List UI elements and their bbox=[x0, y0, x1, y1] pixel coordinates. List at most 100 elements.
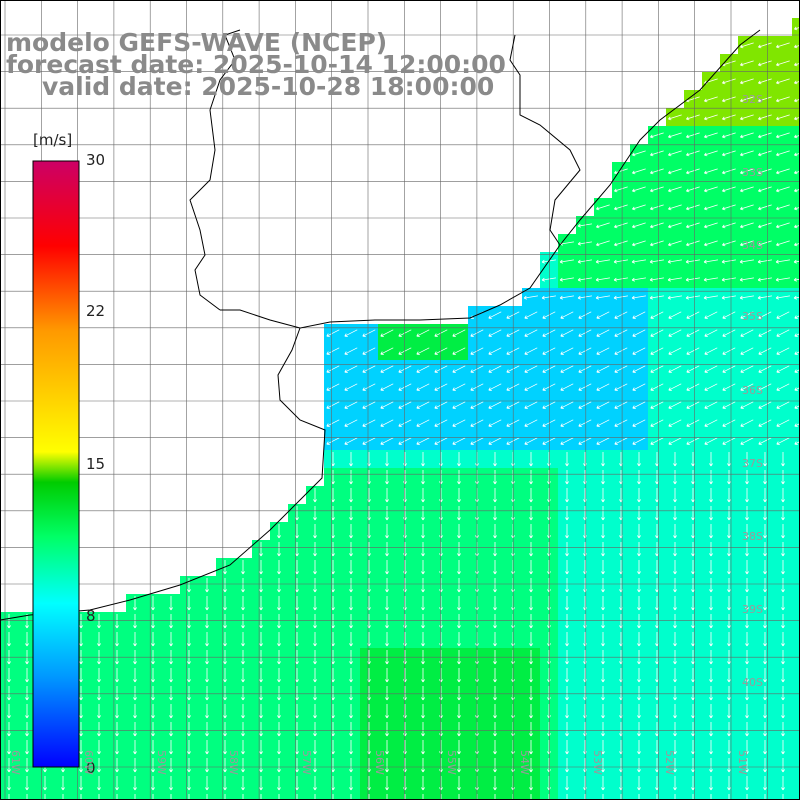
wind-arrow bbox=[758, 437, 772, 445]
wind-arrow bbox=[385, 470, 389, 485]
wind-arrow bbox=[709, 578, 713, 593]
wind-arrow bbox=[385, 704, 389, 719]
wind-arrow bbox=[704, 240, 718, 247]
wind-arrow bbox=[745, 470, 749, 485]
wind-arrow bbox=[313, 740, 317, 755]
wind-arrow bbox=[326, 347, 340, 355]
wind-cell bbox=[792, 378, 800, 397]
wind-arrow bbox=[763, 452, 767, 467]
lon-label: 52W bbox=[663, 750, 676, 775]
wind-cell bbox=[792, 540, 800, 559]
wind-arrow bbox=[277, 704, 281, 719]
wind-arrow bbox=[686, 419, 700, 427]
lon-label: 58W bbox=[227, 750, 240, 775]
wind-cell bbox=[792, 486, 800, 505]
wind-arrow bbox=[421, 686, 425, 701]
wind-arrow bbox=[577, 259, 592, 264]
wind-arrow bbox=[380, 347, 394, 355]
wind-arrow bbox=[385, 506, 389, 521]
wind-arrow bbox=[650, 347, 664, 355]
wind-arrow bbox=[704, 150, 718, 157]
wind-arrow bbox=[763, 776, 767, 791]
wind-arrow bbox=[488, 329, 502, 337]
wind-arrow bbox=[578, 401, 592, 409]
lat-label: 40S bbox=[742, 676, 763, 689]
lat-label: 34S bbox=[742, 239, 763, 252]
wind-arrow bbox=[601, 740, 605, 755]
wind-arrow bbox=[524, 419, 538, 427]
wind-arrow bbox=[704, 311, 718, 319]
wind-arrow bbox=[668, 365, 682, 373]
wind-arrow bbox=[115, 632, 119, 647]
wind-arrow bbox=[349, 452, 353, 467]
wind-arrow bbox=[637, 578, 641, 593]
wind-arrow bbox=[457, 704, 461, 719]
wind-arrow bbox=[686, 222, 700, 229]
wind-arrow bbox=[542, 437, 556, 445]
wind-arrow bbox=[763, 614, 767, 629]
wind-arrow bbox=[241, 776, 245, 791]
wind-arrow bbox=[277, 740, 281, 755]
wind-arrow bbox=[529, 578, 533, 593]
wind-arrow bbox=[614, 365, 628, 373]
wind-arrow bbox=[277, 578, 281, 593]
wind-arrow bbox=[524, 329, 538, 337]
wind-arrow bbox=[25, 776, 29, 791]
wind-cell bbox=[792, 468, 800, 487]
wind-arrow bbox=[7, 704, 11, 719]
lat-label: 36S bbox=[742, 384, 763, 397]
wind-arrow bbox=[745, 614, 749, 629]
wind-arrow bbox=[632, 437, 646, 445]
wind-arrow bbox=[776, 60, 790, 67]
wind-arrow bbox=[169, 686, 173, 701]
wind-arrow bbox=[344, 347, 358, 355]
wind-arrow bbox=[457, 578, 461, 593]
wind-arrow bbox=[728, 794, 730, 800]
wind-arrow bbox=[763, 668, 767, 683]
wind-cell bbox=[792, 306, 800, 325]
wind-arrow bbox=[457, 758, 461, 773]
wind-arrow bbox=[565, 578, 569, 593]
wind-arrow bbox=[115, 686, 119, 701]
wind-arrow bbox=[739, 259, 754, 264]
wind-arrow bbox=[277, 560, 281, 575]
wind-arrow bbox=[691, 668, 695, 683]
wind-arrow bbox=[205, 614, 209, 629]
wind-arrow bbox=[691, 524, 695, 539]
wind-arrow bbox=[205, 758, 209, 773]
wind-arrow bbox=[457, 740, 461, 755]
wind-arrow bbox=[529, 542, 533, 557]
wind-cell bbox=[792, 630, 800, 649]
wind-arrow bbox=[740, 401, 754, 409]
wind-arrow bbox=[781, 578, 785, 593]
wind-arrow bbox=[727, 776, 731, 791]
wind-cell bbox=[792, 450, 800, 469]
wind-arrow bbox=[577, 277, 592, 282]
wind-arrow bbox=[793, 277, 800, 282]
wind-arrow bbox=[529, 776, 533, 791]
wind-arrow bbox=[739, 277, 754, 282]
wind-arrow bbox=[79, 632, 83, 647]
wind-arrow bbox=[781, 452, 785, 467]
wind-arrow bbox=[541, 277, 556, 282]
wind-arrow bbox=[151, 686, 155, 701]
wind-arrow bbox=[241, 722, 245, 737]
wind-arrow bbox=[529, 524, 533, 539]
wind-arrow bbox=[488, 419, 502, 427]
wind-arrow bbox=[601, 506, 605, 521]
wind-cell bbox=[792, 594, 800, 613]
wind-arrow bbox=[673, 668, 677, 683]
wind-arrow bbox=[7, 776, 11, 791]
wind-cell bbox=[792, 342, 800, 361]
wind-arrow bbox=[488, 437, 502, 445]
wind-arrow bbox=[727, 524, 731, 539]
wind-arrow bbox=[565, 632, 569, 647]
wind-arrow bbox=[79, 614, 83, 629]
wind-arrow bbox=[704, 383, 718, 391]
wind-arrow bbox=[601, 542, 605, 557]
wind-arrow bbox=[781, 632, 785, 647]
wind-arrow bbox=[596, 329, 610, 337]
wind-arrow bbox=[650, 437, 664, 445]
wind-arrow bbox=[596, 419, 610, 427]
wind-arrow bbox=[596, 222, 610, 229]
